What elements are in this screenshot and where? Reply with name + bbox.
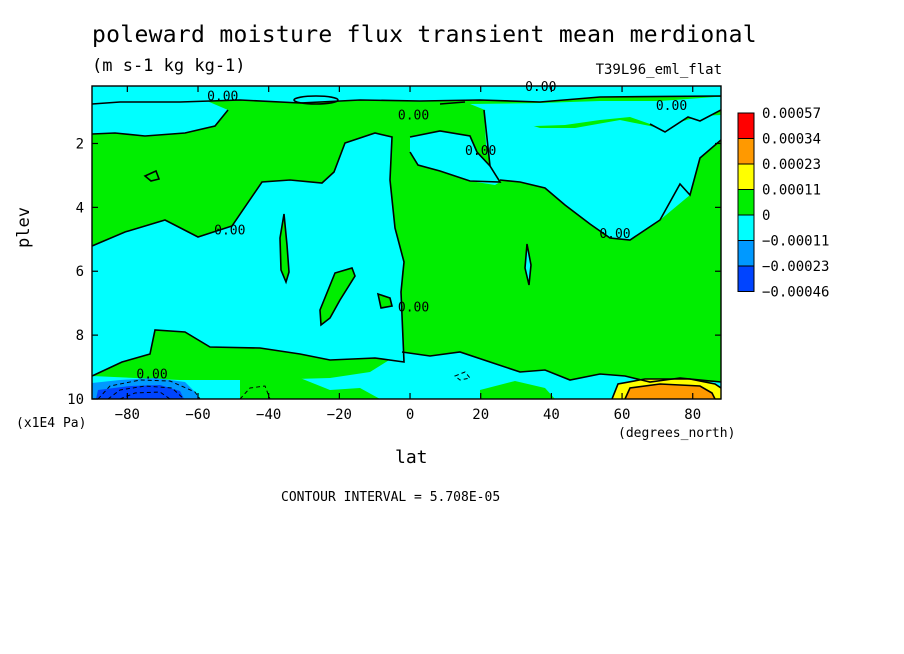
y-axis-units: (x1E4 Pa) xyxy=(16,416,87,431)
colorbar-swatch xyxy=(737,240,755,267)
colorbar-label: 0 xyxy=(762,208,770,224)
y-tick-label: 4 xyxy=(76,200,84,216)
blue-patch xyxy=(96,385,184,399)
contour-island-3 xyxy=(376,292,393,309)
contour-right-top xyxy=(649,109,721,133)
x-tick-label: −80 xyxy=(115,407,140,423)
colorbar-label: −0.00011 xyxy=(762,234,829,250)
green-island-1 xyxy=(280,214,289,282)
contour-label: 0.00 xyxy=(465,144,496,159)
green-lower-patch xyxy=(240,374,380,399)
colorbar-swatch xyxy=(737,163,755,190)
y-tick-label: 8 xyxy=(76,328,84,344)
plot-frame xyxy=(91,85,722,400)
colorbar-swatch xyxy=(737,214,755,241)
chart-title: poleward moisture flux transient mean me… xyxy=(92,22,757,48)
colorbar-label: 0.00011 xyxy=(762,183,821,199)
contour-label: 0.00 xyxy=(207,90,238,105)
x-axis-label: lat xyxy=(395,447,428,468)
cyan-right-body xyxy=(484,110,721,240)
contour-label: 0.00 xyxy=(214,224,245,239)
x-tick-label: 80 xyxy=(684,407,701,423)
x-tick-label: −60 xyxy=(185,407,210,423)
colorbar-swatch xyxy=(737,189,755,216)
x-tick-label: 0 xyxy=(406,407,414,423)
colorbar: 0.00057 0.00034 0.00023 0.00011 0 −0.00011 −0.… xyxy=(737,106,829,301)
contour-top xyxy=(92,95,721,105)
y-axis-ticks: 2 4 6 8 10 xyxy=(67,136,721,408)
colorbar-swatch xyxy=(737,265,755,292)
contour-lower xyxy=(401,351,721,383)
colorbar-label: 0.00034 xyxy=(762,132,821,148)
contour-positive-right xyxy=(611,378,721,399)
x-axis-units: (degrees_north) xyxy=(618,426,736,441)
colorbar-label: 0.00023 xyxy=(762,157,821,173)
contour-island-1 xyxy=(279,213,290,285)
colorbar-swatch xyxy=(737,138,755,165)
contour-right xyxy=(483,109,721,241)
units-label: (m s-1 kg kg-1) xyxy=(92,56,246,76)
contour-upper-left xyxy=(92,109,229,137)
contour-labels: 0.00 0.00 0.00 0.00 0.00 0.00 0.00 0.00 0.00 xyxy=(136,80,687,382)
contour-label: 0.00 xyxy=(398,300,429,315)
contour-dash xyxy=(439,101,466,105)
contour-island-2 xyxy=(319,267,356,327)
x-tick-label: 60 xyxy=(614,407,631,423)
x-tick-label: 40 xyxy=(543,407,560,423)
contour-label: 0.00 xyxy=(398,109,429,124)
y-tick-label: 6 xyxy=(76,264,84,280)
cyan-upper-left xyxy=(92,98,228,136)
y-tick-label: 2 xyxy=(76,136,84,152)
contour-lines xyxy=(92,95,721,399)
x-tick-label: −20 xyxy=(327,407,352,423)
colorbar-swatch xyxy=(737,112,755,139)
green-island-2 xyxy=(320,268,355,325)
cyan-upper-right xyxy=(470,97,721,132)
y-tick-label: 10 xyxy=(67,392,84,408)
contour-interval: CONTOUR INTERVAL = 5.708E-05 xyxy=(281,490,501,505)
contour-island-4 xyxy=(524,243,532,286)
x-tick-label: −40 xyxy=(256,407,281,423)
colorbar-label: −0.00046 xyxy=(762,285,829,301)
x-tick-label: 20 xyxy=(472,407,489,423)
contour-label: 0.00 xyxy=(136,367,167,382)
x-axis-ticks: −80 −60 −40 −20 0 20 40 60 80 xyxy=(115,86,701,423)
colorbar-label: 0.00057 xyxy=(762,106,821,122)
contour-tropics xyxy=(409,130,502,183)
green-lower-patch-2 xyxy=(480,381,555,399)
contour-island-5 xyxy=(143,169,161,182)
colorbar-label: −0.00023 xyxy=(762,259,829,275)
contour-central xyxy=(92,132,405,377)
cyan-pocket-tropics xyxy=(410,131,500,185)
contour-ring-top xyxy=(293,95,339,105)
contour-label: 0.00 xyxy=(656,99,687,114)
run-name: T39L96_eml_flat xyxy=(595,62,722,78)
contour-label: 0.00 xyxy=(525,80,556,95)
contour-label: 0.00 xyxy=(599,227,630,242)
